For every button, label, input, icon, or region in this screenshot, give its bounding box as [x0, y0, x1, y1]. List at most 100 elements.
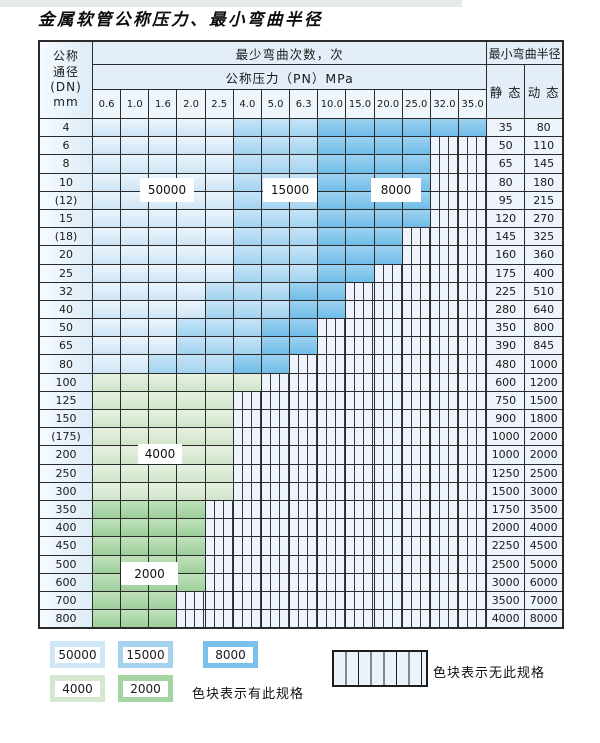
spec-cell-b8 — [290, 319, 318, 337]
spec-cell-b50 — [205, 246, 233, 264]
no-spec-cell — [402, 319, 430, 337]
no-spec-cell — [430, 191, 459, 209]
static-radius-value: 1000 — [487, 446, 525, 464]
dynamic-radius-value: 110 — [525, 137, 563, 155]
no-spec-cell — [346, 391, 374, 409]
no-spec-cell — [290, 355, 318, 373]
no-spec-cell — [261, 555, 290, 573]
no-spec-cell — [402, 228, 430, 246]
no-spec-cell — [430, 391, 459, 409]
spec-cell-b50 — [149, 264, 177, 282]
no-spec-cell — [459, 428, 487, 446]
no-spec-cell — [430, 537, 459, 555]
no-spec-cell — [459, 319, 487, 337]
spec-cell-b15 — [233, 282, 261, 300]
spec-cell-b8 — [402, 209, 430, 228]
spec-cell-g2 — [149, 610, 177, 628]
spec-cell-b15 — [205, 282, 233, 300]
spec-cell-b50 — [149, 300, 177, 319]
spec-cell-b8 — [318, 209, 346, 228]
spec-cell-b15 — [233, 246, 261, 264]
spec-cell-g2 — [121, 500, 149, 519]
pressure-column-value: 2.5 — [205, 90, 233, 118]
spec-cell-b8 — [318, 119, 346, 137]
spec-cell-g2 — [93, 591, 121, 610]
pressure-column-value: 6.3 — [290, 90, 318, 118]
pressure-column-value: 35.0 — [459, 90, 487, 118]
spec-cell-b15 — [290, 246, 318, 264]
no-spec-cell — [374, 373, 402, 391]
dynamic-radius-value: 2000 — [525, 428, 563, 446]
no-spec-cell — [318, 337, 346, 355]
legend-swatch-50000: 50000 — [50, 641, 105, 668]
static-radius-value: 3500 — [487, 591, 525, 610]
no-spec-cell — [459, 282, 487, 300]
spec-cell-b8 — [346, 137, 374, 155]
dn-header-line: (DN) — [50, 80, 82, 94]
spec-cell-b15 — [233, 119, 261, 137]
spec-cell-b15 — [261, 228, 290, 246]
no-spec-cell — [402, 264, 430, 282]
pressure-column-value: 20.0 — [374, 90, 402, 118]
no-spec-cell — [346, 482, 374, 500]
spec-cell-g4 — [205, 410, 233, 428]
legend-swatch-8000: 8000 — [203, 641, 258, 668]
spec-cell-b8 — [318, 246, 346, 264]
dn-row-label: 50 — [40, 319, 92, 337]
no-spec-cell — [290, 373, 318, 391]
no-spec-cell — [346, 428, 374, 446]
dn-row-label: (18) — [40, 228, 92, 246]
dn-row-label: 250 — [40, 464, 92, 482]
spec-cell-g2 — [93, 519, 121, 537]
dynamic-radius-value: 1500 — [525, 391, 563, 409]
spec-cell-b50 — [149, 137, 177, 155]
no-spec-cell — [261, 464, 290, 482]
dynamic-radius-value: 5000 — [525, 555, 563, 573]
static-radius-value: 350 — [487, 319, 525, 337]
static-radius-value: 2000 — [487, 519, 525, 537]
no-spec-cell — [346, 373, 374, 391]
spec-cell-b8 — [261, 355, 290, 373]
spec-cell-b50 — [93, 191, 121, 209]
spec-cell-g4 — [93, 410, 121, 428]
pressure-column-value: 2.0 — [177, 90, 205, 118]
no-spec-cell — [459, 391, 487, 409]
spec-cell-b50 — [121, 119, 149, 137]
spec-cell-g4 — [93, 428, 121, 446]
spec-cell-b8 — [374, 137, 402, 155]
spec-cell-g4 — [149, 428, 177, 446]
spec-cell-b8 — [346, 119, 374, 137]
legend-swatch-2000: 2000 — [118, 675, 173, 702]
no-spec-cell — [290, 610, 318, 628]
spec-cell-g4 — [93, 446, 121, 464]
spec-cell-b50 — [149, 319, 177, 337]
no-spec-cell — [261, 610, 290, 628]
static-radius-value: 4000 — [487, 610, 525, 628]
spec-cell-g4 — [149, 482, 177, 500]
spec-cell-b15 — [233, 300, 261, 319]
dn-row-label: 6 — [40, 137, 92, 155]
spec-cell-g4 — [93, 482, 121, 500]
no-spec-cell — [346, 537, 374, 555]
no-spec-cell — [346, 355, 374, 373]
no-spec-cell — [346, 500, 374, 519]
spec-cell-b50 — [93, 119, 121, 137]
static-radius-value: 50 — [487, 137, 525, 155]
spec-cell-b8 — [402, 119, 430, 137]
no-spec-cell — [346, 337, 374, 355]
dn-header-line: 公称 — [52, 49, 79, 64]
no-spec-cell — [290, 537, 318, 555]
spec-cell-b15 — [233, 209, 261, 228]
spec-cell-g2 — [93, 537, 121, 555]
dn-row-label: 150 — [40, 410, 92, 428]
static-radius-value: 2250 — [487, 537, 525, 555]
legend-swatch-value: 2000 — [123, 680, 168, 697]
no-spec-cell — [374, 319, 402, 337]
pressure-column-value: 15.0 — [346, 90, 374, 118]
dn-row-label: 800 — [40, 610, 92, 628]
static-column-header: 静 态 — [487, 65, 525, 118]
no-spec-cell — [402, 300, 430, 319]
legend-swatch-value: 4000 — [55, 680, 100, 697]
static-radius-value: 2500 — [487, 555, 525, 573]
no-spec-cell — [318, 591, 346, 610]
